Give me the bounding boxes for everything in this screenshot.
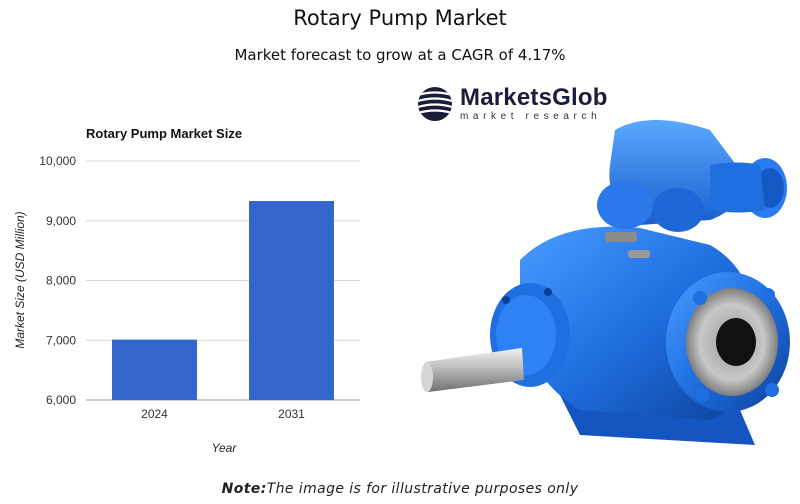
brand-logo: MarketsGlob market research: [416, 84, 608, 124]
y-tick-label: 9,000: [46, 214, 76, 228]
y-tick-label: 8,000: [46, 274, 76, 288]
page-title: Rotary Pump Market: [293, 6, 507, 30]
x-tick-label: 2031: [278, 407, 305, 421]
x-tick-label: 2024: [141, 407, 168, 421]
chart-title: Rotary Pump Market Size: [86, 126, 242, 141]
bar-2031: [249, 201, 334, 400]
footnote-prefix: Note:: [221, 481, 267, 497]
y-tick-label: 6,000: [46, 393, 76, 407]
brand-name: MarketsGlob: [460, 83, 608, 111]
bar-chart: Rotary Pump Market Size 6,000 7,000 8,000 9…: [13, 126, 360, 455]
bars: [112, 201, 334, 400]
x-tick-labels: 2024 2031: [141, 407, 305, 421]
bar-2024: [112, 339, 197, 400]
brand-tagline: market research: [460, 110, 602, 122]
footnote-text: The image is for illustrative purposes o…: [266, 481, 579, 497]
y-axis-label: Market Size (USD Million): [13, 211, 27, 348]
globe-icon: [418, 87, 452, 121]
y-tick-label: 10,000: [39, 154, 76, 168]
page-subtitle: Market forecast to grow at a CAGR of 4.1…: [234, 46, 566, 64]
rotary-pump-image: [421, 120, 790, 445]
footnote: Note:The image is for illustrative purpo…: [0, 481, 800, 497]
y-tick-label: 7,000: [46, 333, 76, 347]
x-axis-label: Year: [212, 441, 238, 455]
y-tick-labels: 6,000 7,000 8,000 9,000 10,000: [39, 154, 76, 407]
